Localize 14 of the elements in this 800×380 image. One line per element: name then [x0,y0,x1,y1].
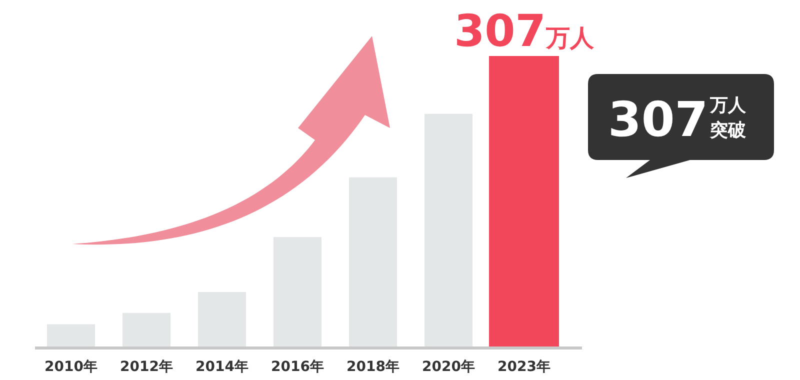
x-tick-label: 2020年 [422,359,475,375]
x-tick-label: 2014年 [196,359,248,375]
bar [274,237,322,347]
x-tick-label: 2010年 [44,359,98,375]
x-tick-label: 2018年 [346,359,400,375]
bar [47,324,95,347]
x-tick-label: 2023年 [498,359,550,375]
x-tick-label: 2016年 [271,359,324,375]
data-label: 307万人 [454,6,595,57]
bar [122,312,170,347]
bar [349,177,397,347]
x-tick-label: 2012年 [120,359,173,375]
bar [198,292,246,347]
bar [424,114,472,347]
